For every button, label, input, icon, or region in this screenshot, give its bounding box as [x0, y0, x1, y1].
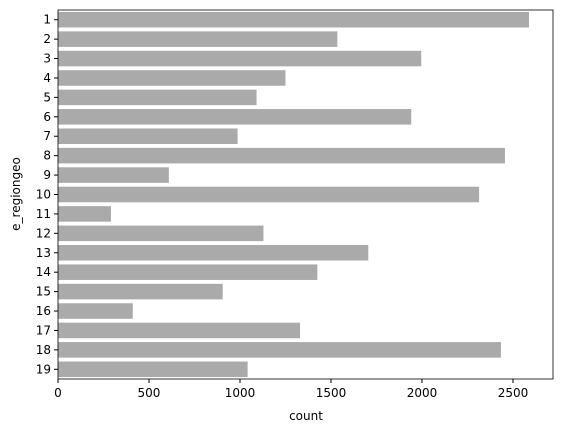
bar — [58, 89, 257, 106]
bar — [58, 50, 422, 67]
bar — [58, 244, 369, 261]
bar — [58, 128, 238, 145]
y-tick-label: 10 — [36, 188, 51, 202]
x-tick-label: 1000 — [225, 386, 256, 400]
y-tick-label: 11 — [36, 207, 51, 221]
y-tick-label: 2 — [43, 32, 51, 46]
bar — [58, 167, 169, 183]
y-tick-label: 3 — [43, 52, 51, 66]
y-tick-label: 8 — [43, 149, 51, 163]
x-tick-label: 2000 — [407, 386, 438, 400]
plot-frame — [57, 9, 554, 380]
y-tick-label: 12 — [36, 226, 51, 240]
bar — [58, 225, 264, 242]
bar — [58, 70, 286, 86]
bar — [58, 303, 133, 319]
y-tick-label: 6 — [43, 110, 51, 124]
bar — [58, 31, 338, 47]
y-tick-label: 5 — [43, 90, 51, 104]
x-tick-label: 1500 — [316, 386, 347, 400]
bar — [58, 11, 529, 28]
y-tick-label: 1 — [43, 13, 51, 27]
y-tick-label: 14 — [36, 265, 51, 279]
y-tick-label: 19 — [36, 362, 51, 376]
bar — [58, 186, 480, 203]
y-tick-label: 4 — [43, 71, 51, 85]
y-tick-label: 15 — [36, 285, 51, 299]
y-axis-label: e_regiongeo — [9, 157, 23, 231]
x-tick-label: 0 — [54, 386, 62, 400]
bar — [58, 322, 301, 339]
y-tick-label: 16 — [36, 304, 51, 318]
x-tick-label: 2500 — [498, 386, 529, 400]
y-tick-label: 13 — [36, 246, 51, 260]
bar — [58, 264, 318, 280]
y-tick-label: 17 — [36, 323, 51, 337]
bar — [58, 147, 505, 164]
y-tick-label: 9 — [43, 168, 51, 182]
x-axis-label: count — [289, 409, 323, 423]
y-tick-label: 7 — [43, 129, 51, 143]
bar — [58, 342, 501, 358]
y-tick-label: 18 — [36, 343, 51, 357]
bar — [58, 361, 248, 378]
bar — [58, 283, 223, 300]
x-tick-label: 500 — [138, 386, 161, 400]
bar — [58, 206, 111, 222]
bar — [58, 109, 412, 125]
